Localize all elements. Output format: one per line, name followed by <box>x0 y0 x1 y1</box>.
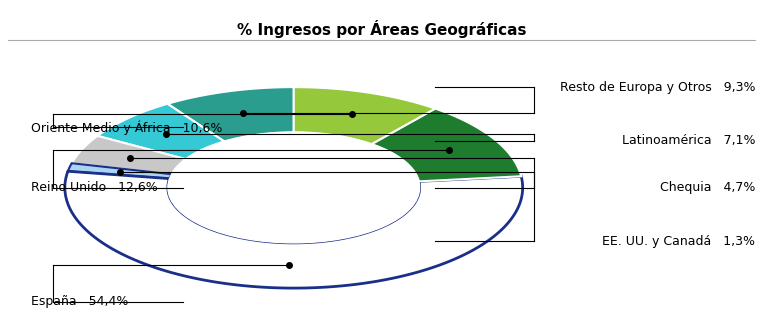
Text: Resto de Europa y Otros   9,3%: Resto de Europa y Otros 9,3% <box>560 81 755 93</box>
Circle shape <box>168 132 420 243</box>
Text: Reino Unido   12,6%: Reino Unido 12,6% <box>31 181 157 194</box>
Text: Latinoamérica   7,1%: Latinoamérica 7,1% <box>622 134 755 147</box>
Polygon shape <box>294 87 435 144</box>
Polygon shape <box>68 163 172 179</box>
Text: Chequia   4,7%: Chequia 4,7% <box>660 181 755 194</box>
Text: EE. UU. y Canadá   1,3%: EE. UU. y Canadá 1,3% <box>602 235 755 248</box>
Text: Oriente Medio y África   10,6%: Oriente Medio y África 10,6% <box>31 120 222 135</box>
Text: España   54,4%: España 54,4% <box>31 295 128 308</box>
Polygon shape <box>72 136 186 174</box>
Polygon shape <box>65 171 523 288</box>
Polygon shape <box>372 109 521 181</box>
Text: % Ingresos por Áreas Geográficas: % Ingresos por Áreas Geográficas <box>237 20 526 38</box>
Polygon shape <box>98 104 224 159</box>
Polygon shape <box>168 87 294 141</box>
